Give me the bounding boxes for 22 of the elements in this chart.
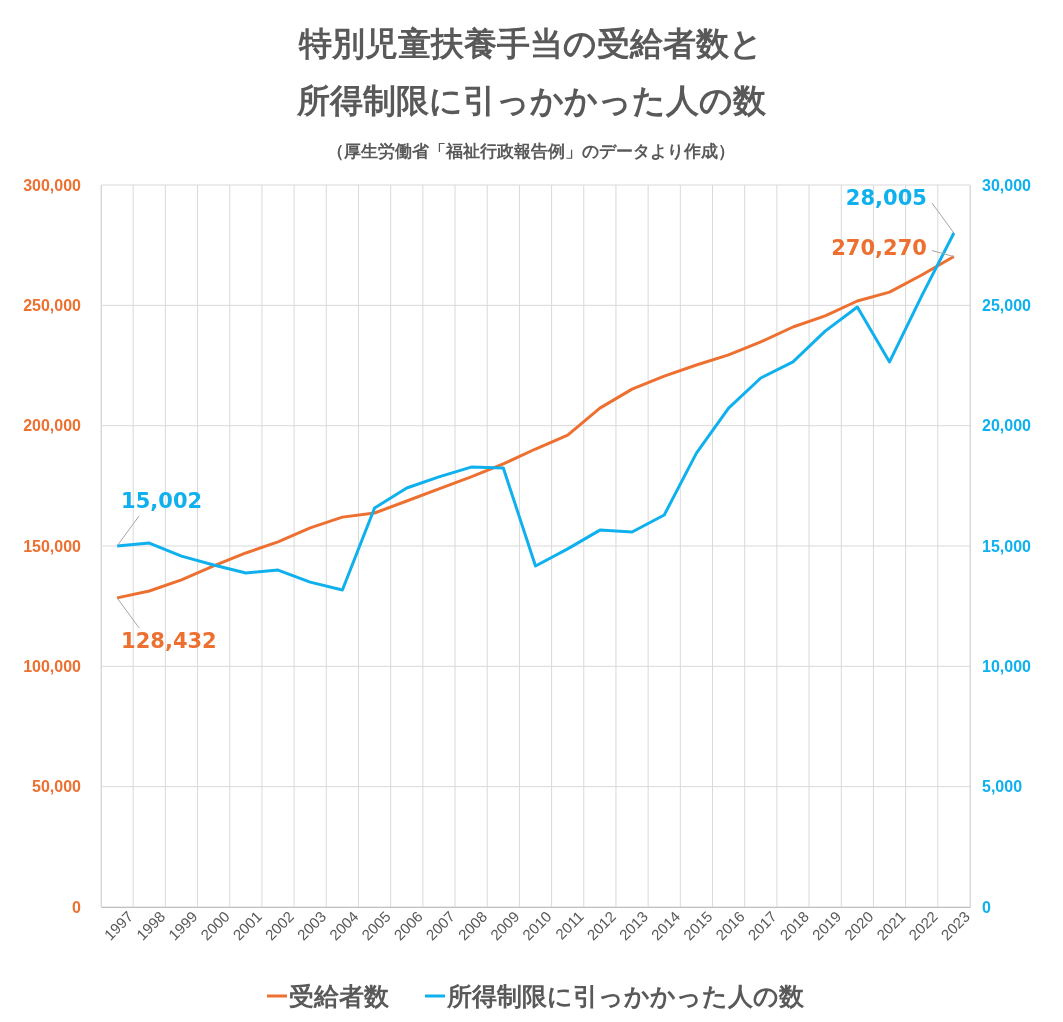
y-tick-label: 50,000 [32, 778, 82, 796]
y2-tick-label: 10,000 [982, 657, 1032, 675]
y-tick-label: 150,000 [23, 537, 82, 555]
y-tick-label: 300,000 [23, 176, 82, 194]
chart-title: 特別児童扶養手当の受給者数と所得制限に引っかかった人の数 [295, 24, 767, 120]
y-tick-label: 100,000 [23, 657, 82, 675]
data-label: 28,005 [845, 186, 927, 211]
y2-tick-label: 15,000 [982, 537, 1032, 555]
y2-tick-label: 20,000 [982, 417, 1032, 435]
data-label: 128,432 [121, 628, 217, 653]
legend-label: 受給者数 [289, 982, 390, 1011]
y2-tick-label: 25,000 [982, 296, 1032, 314]
y2-tick-label: 30,000 [982, 176, 1032, 194]
legend-label: 所得制限に引っかかった人の数 [446, 982, 805, 1011]
y2-tick-label: 5,000 [982, 778, 1023, 796]
chart-subtitle: （厚生労働省「福祉行政報告例」のデータより作成） [327, 141, 735, 161]
data-label: 270,270 [831, 235, 927, 260]
y-tick-label: 250,000 [23, 296, 82, 314]
y-tick-label: 200,000 [23, 417, 82, 435]
data-label: 15,002 [121, 488, 203, 513]
y-tick-label: 0 [72, 898, 82, 916]
y2-tick-label: 0 [982, 898, 991, 916]
